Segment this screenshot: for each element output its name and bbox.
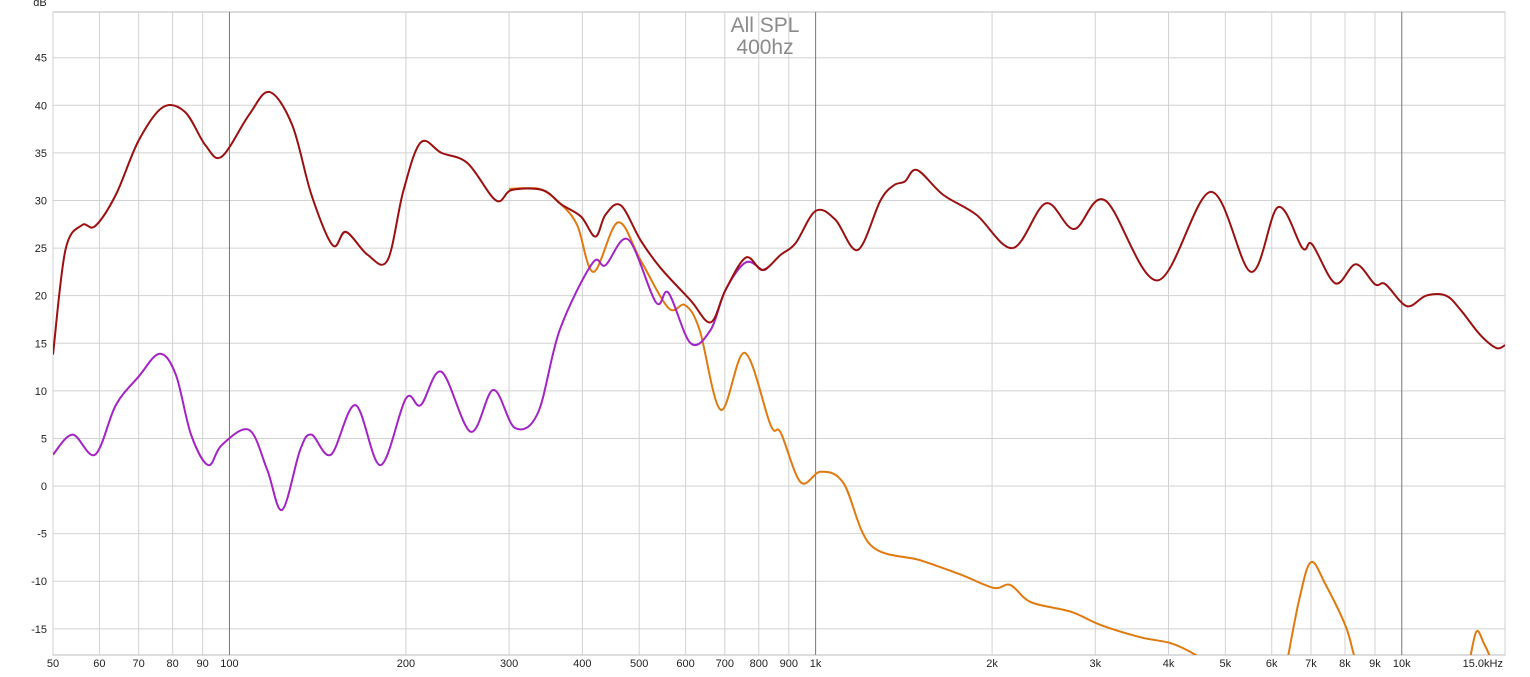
y-tick-label: 25 xyxy=(35,243,47,255)
y-tick-label: -10 xyxy=(31,576,47,588)
grid xyxy=(52,12,1506,655)
series-line xyxy=(509,187,1491,655)
x-tick-label: 300 xyxy=(500,658,518,670)
x-tick-label: 90 xyxy=(197,658,209,670)
x-tick-label: 60 xyxy=(93,658,105,670)
series xyxy=(53,90,1505,655)
y-tick-label: -15 xyxy=(31,624,47,636)
x-tick-label: 5k xyxy=(1220,658,1232,670)
x-tick-label: 8k xyxy=(1339,658,1351,670)
x-tick-label: 2k xyxy=(986,658,998,670)
x-tick-label: 15.0kHz xyxy=(1463,658,1503,670)
x-tick-label: 70 xyxy=(133,658,145,670)
x-tick-label: 50 xyxy=(47,658,59,670)
x-tick-label: 4k xyxy=(1163,658,1175,670)
y-tick-label: 20 xyxy=(35,291,47,303)
series-line xyxy=(53,90,1505,355)
x-tick-label: 600 xyxy=(676,658,694,670)
y-axis-label: dB xyxy=(33,0,46,9)
x-tick-label: 80 xyxy=(167,658,179,670)
y-tick-label: 10 xyxy=(35,386,47,398)
y-tick-label: 0 xyxy=(41,481,47,493)
y-tick-label: 5 xyxy=(41,433,47,445)
x-tick-label: 700 xyxy=(716,658,734,670)
series-line xyxy=(53,237,769,511)
y-tick-label: 30 xyxy=(35,195,47,207)
y-tick-label: -5 xyxy=(37,529,47,541)
x-tick-label: 800 xyxy=(750,658,768,670)
labels: -15 -10 -5 0 5 10 15 20 25 30 35 40 45 50 60 70 80 90 100 2… xyxy=(31,53,1503,670)
chart-subtitle: 400hz xyxy=(736,36,793,59)
x-tick-label: 500 xyxy=(630,658,648,670)
x-tick-label: 400 xyxy=(573,658,591,670)
x-tick-label: 6k xyxy=(1266,658,1278,670)
x-tick-label: 200 xyxy=(397,658,415,670)
plot-area xyxy=(52,11,1506,656)
x-tick-label: 900 xyxy=(780,658,798,670)
x-tick-label: 7k xyxy=(1305,658,1317,670)
x-tick-label: 100 xyxy=(220,658,238,670)
y-tick-label: 40 xyxy=(35,100,47,112)
x-tick-label: 1k xyxy=(810,658,822,670)
y-tick-label: 35 xyxy=(35,148,47,160)
x-tick-label: 10k xyxy=(1393,658,1411,670)
y-tick-label: 15 xyxy=(35,338,47,350)
y-tick-label: 45 xyxy=(35,53,47,65)
x-tick-label: 9k xyxy=(1369,658,1381,670)
chart-title: All SPL xyxy=(731,14,800,37)
x-tick-label: 3k xyxy=(1089,658,1101,670)
